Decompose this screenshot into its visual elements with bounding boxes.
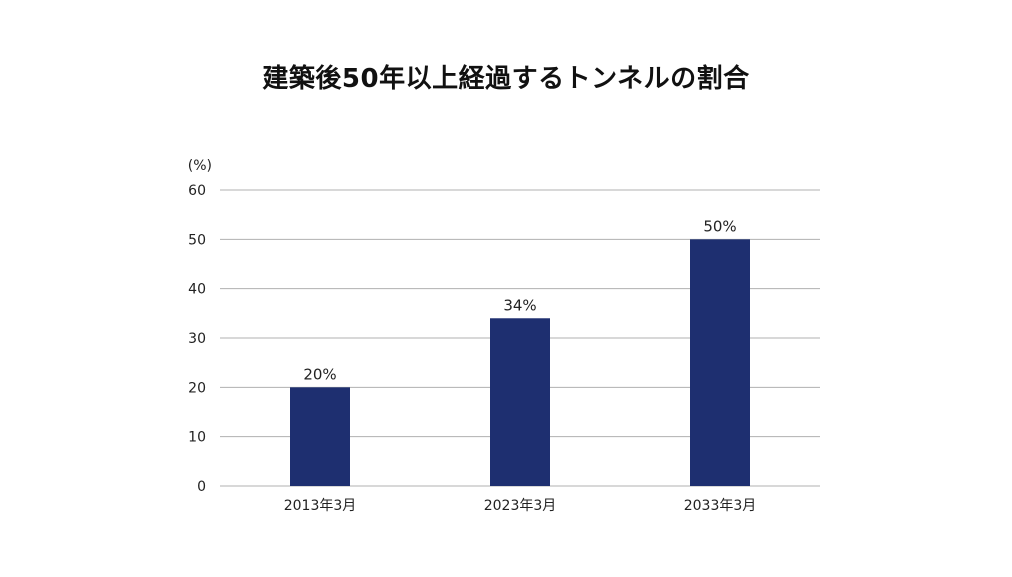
x-axis-labels: 2013年3月 2023年3月 2033年3月 <box>284 498 757 514</box>
y-tick-label: 0 <box>197 479 206 495</box>
y-tick-label: 10 <box>188 430 206 446</box>
data-label: 50% <box>703 217 736 235</box>
y-axis-ticks: 0 10 20 30 40 50 60 <box>188 183 206 495</box>
x-tick-label: 2023年3月 <box>484 498 557 514</box>
x-tick-label: 2033年3月 <box>684 498 757 514</box>
data-labels: 20% 34% 50% <box>303 217 736 383</box>
y-tick-label: 60 <box>188 183 206 199</box>
y-tick-label: 50 <box>188 232 206 248</box>
bar <box>490 318 550 486</box>
data-label: 20% <box>303 365 336 383</box>
bar <box>690 239 750 486</box>
bars <box>290 239 750 486</box>
data-label: 34% <box>503 296 536 314</box>
x-tick-label: 2013年3月 <box>284 498 357 514</box>
y-tick-label: 40 <box>188 282 206 298</box>
y-tick-label: 20 <box>188 380 206 396</box>
y-axis-unit-label: (%) <box>188 158 212 174</box>
chart-title: 建築後50年以上経過するトンネルの割合 <box>262 64 750 94</box>
y-tick-label: 30 <box>188 331 206 347</box>
bar <box>290 387 350 486</box>
